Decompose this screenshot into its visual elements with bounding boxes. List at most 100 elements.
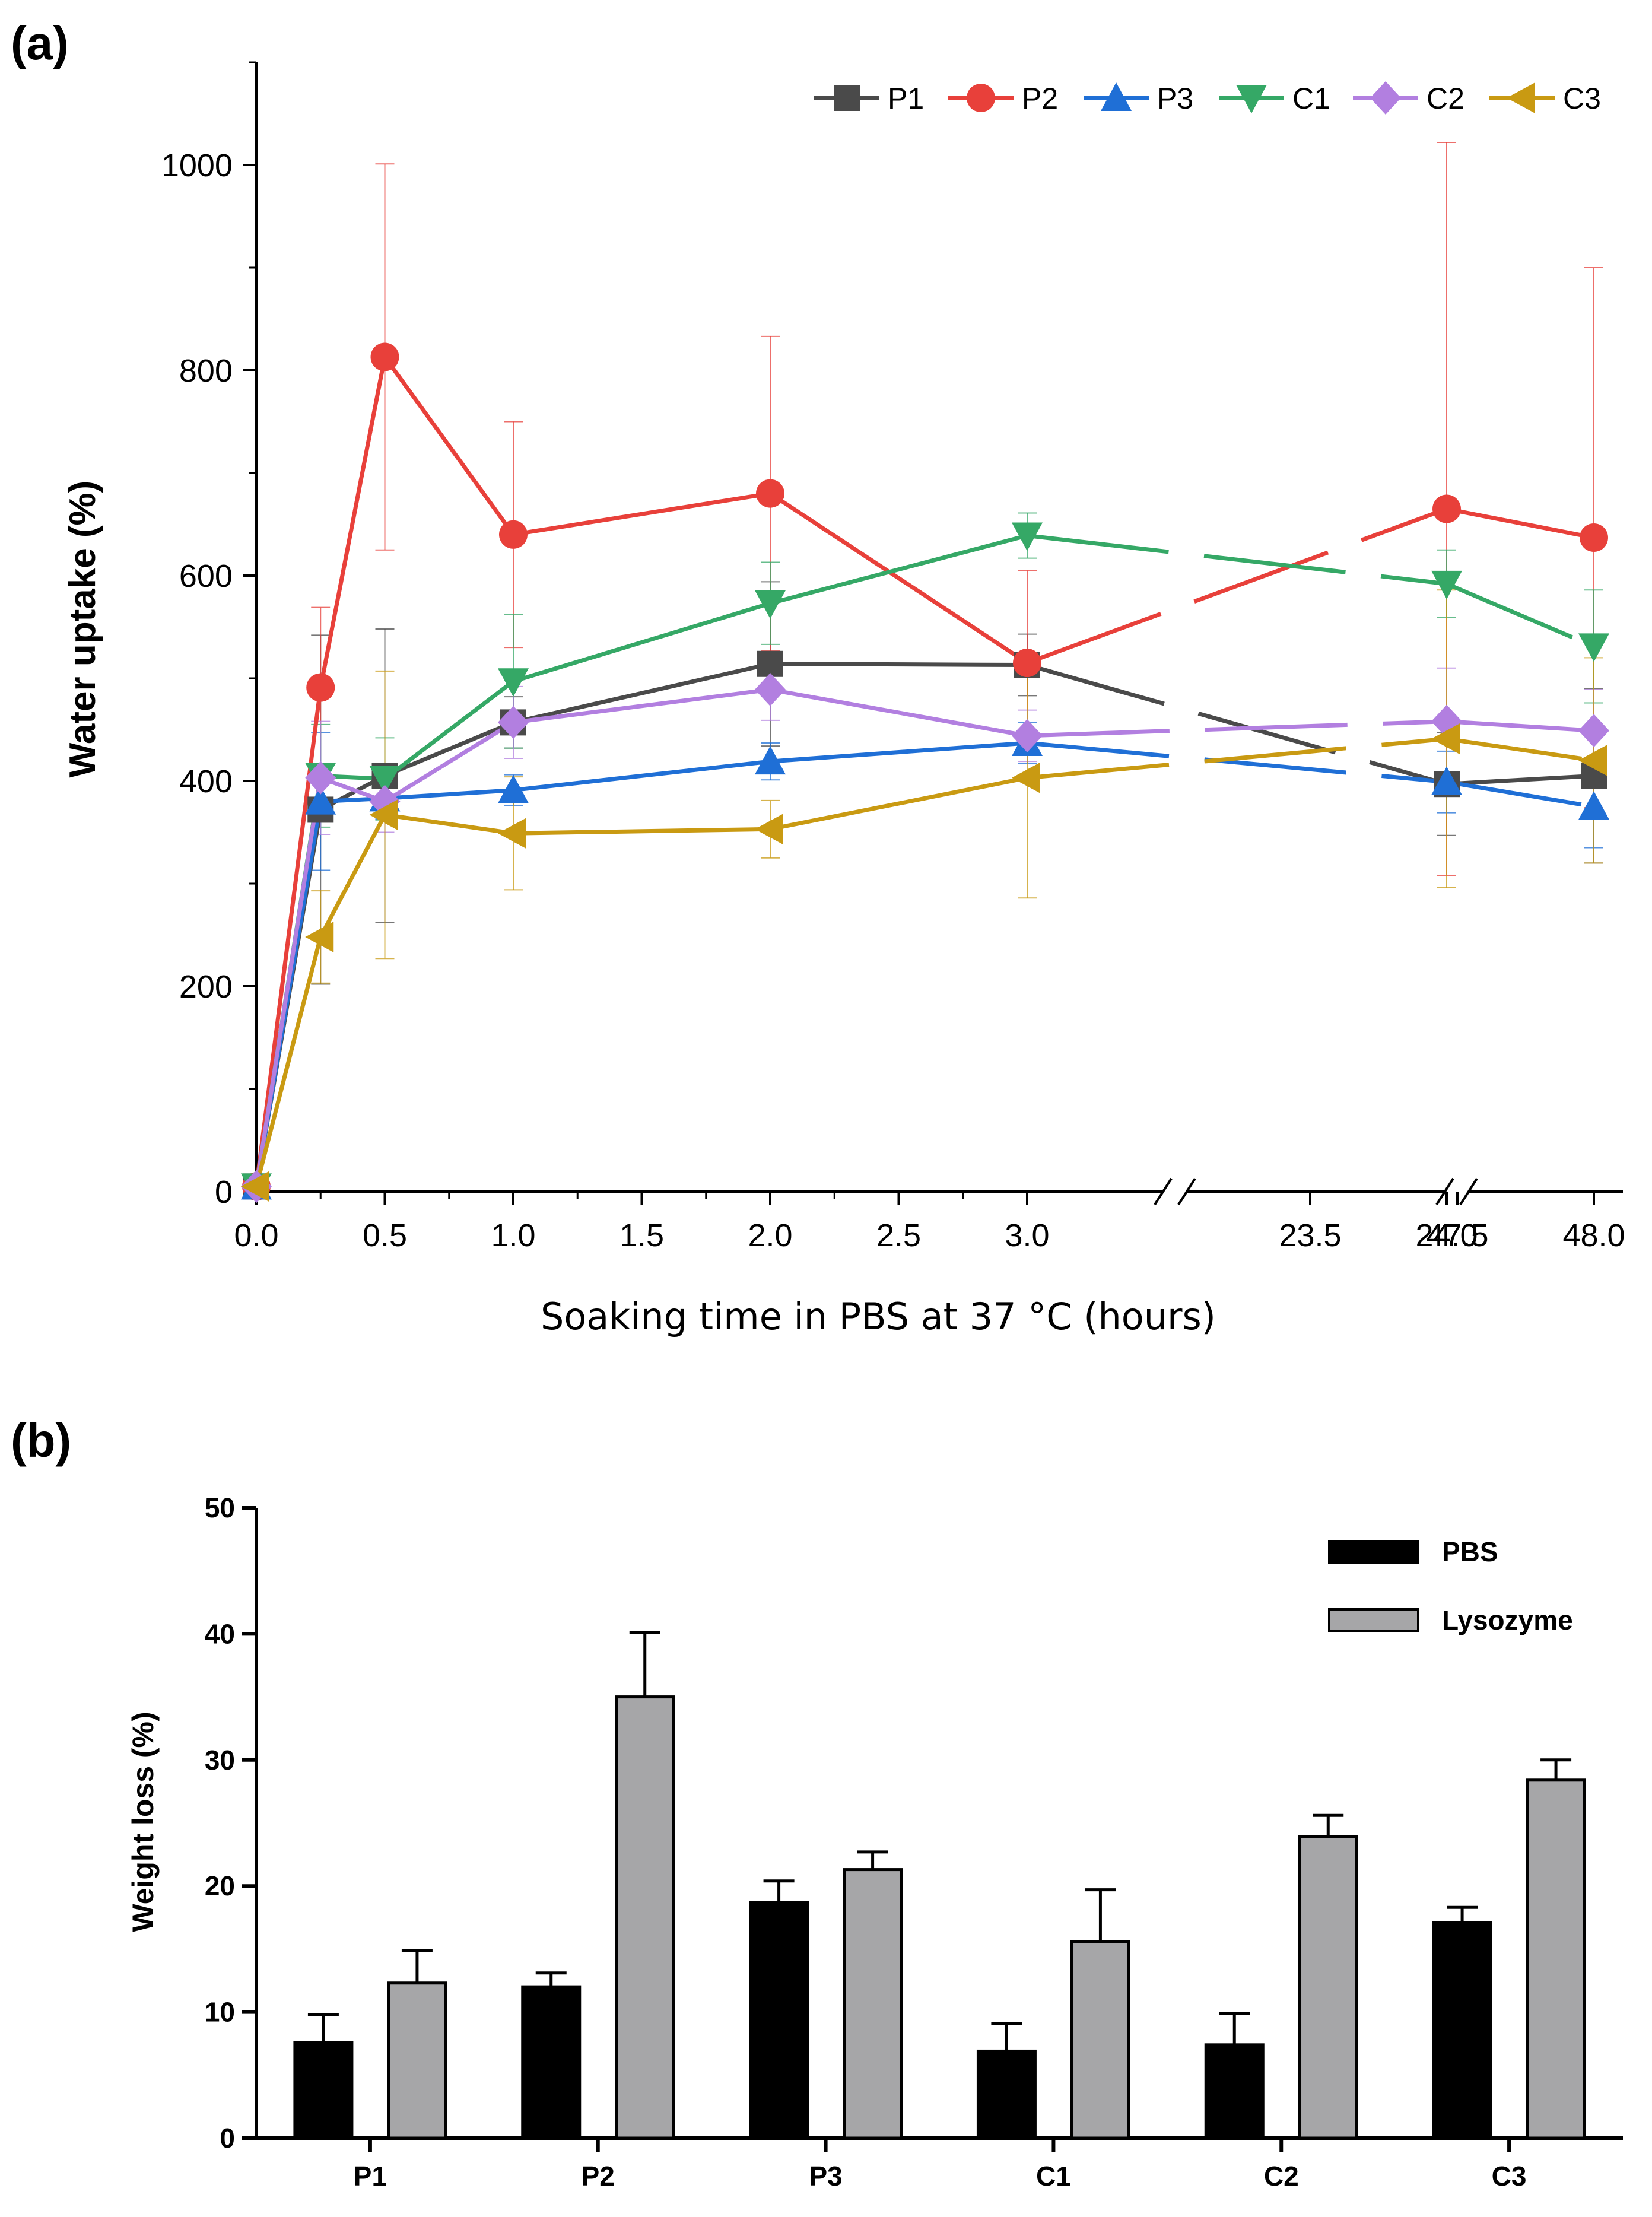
data-point-C2	[305, 761, 336, 795]
series-line-C2	[254, 687, 1028, 1187]
axis-break-mark	[1154, 1177, 1173, 1206]
data-point-C2	[1578, 714, 1609, 748]
markers-C2	[241, 673, 1609, 1203]
x-tick-label: C2	[1264, 2161, 1299, 2191]
y-tick-label: 600	[179, 558, 233, 594]
y-tick-label: 30	[205, 1745, 235, 1775]
y-tick-label: 40	[205, 1618, 235, 1649]
data-point-C3	[1578, 745, 1607, 776]
data-point-C3	[1012, 762, 1040, 793]
bar-group-C2-Lysozyme	[1298, 1813, 1358, 2140]
x-tick-label: 1.5	[620, 1218, 664, 1253]
data-point-P1	[757, 650, 783, 677]
series-line-break-segment	[1446, 507, 1594, 540]
legend-entry-P3: P3	[1084, 82, 1193, 115]
panel-a-water-uptake-chart: (a) 0 200 400 600 800 1000 0.0 0.5 1.0 1.5 2.0 2.5 3…	[11, 17, 1625, 1338]
data-point-P2	[756, 479, 784, 508]
bar-C3-Lysozyme	[1526, 1778, 1586, 2140]
y-tick-label: 800	[179, 353, 233, 389]
data-point-P2	[499, 520, 528, 549]
x-tick-label: 2.5	[876, 1218, 921, 1253]
series-line-C3	[254, 776, 1028, 1187]
panel-b-legend: PBS Lysozyme	[1328, 1536, 1573, 1635]
panel-a-label: (a)	[11, 17, 69, 69]
legend-label: P1	[888, 82, 924, 115]
data-point-C3	[305, 921, 334, 952]
bar-group-P2-Lysozyme	[615, 1631, 675, 2140]
legend-entry-P2: P2	[948, 82, 1058, 115]
data-point-C2	[755, 673, 786, 707]
y-tick-label: 200	[179, 969, 233, 1005]
series-line-break-segment	[1027, 719, 1447, 738]
series-line-break-segment	[1026, 507, 1448, 665]
series-line-break-segment	[1446, 773, 1594, 786]
data-point-C1	[1578, 633, 1609, 662]
legend-marker	[1101, 82, 1132, 111]
legend-entry-C2: C2	[1353, 81, 1464, 115]
legend-entry-P1: P1	[814, 82, 924, 115]
x-tick-label: 47.5	[1426, 1218, 1488, 1253]
panel-a-y-axis-label: Water uptake (%)	[62, 481, 103, 778]
data-point-C2	[498, 706, 529, 739]
series-line-break-segment	[1027, 736, 1447, 780]
data-point-C3	[369, 799, 398, 831]
x-tick-label: 48.0	[1562, 1218, 1625, 1253]
data-point-C1	[755, 590, 786, 619]
legend-marker	[1370, 81, 1401, 115]
legend-marker	[1236, 85, 1267, 113]
data-point-P3	[305, 786, 336, 815]
x-tick-label: 3.0	[1005, 1218, 1049, 1253]
data-point-P2	[1580, 523, 1608, 552]
y-tick-label: 0	[215, 1174, 233, 1210]
series-line-break-segment	[1446, 719, 1594, 733]
y-tick-label: 1000	[161, 148, 233, 183]
bar-group-C3-Lysozyme	[1526, 1758, 1586, 2140]
legend-marker	[834, 85, 860, 111]
y-tick-label: 400	[179, 764, 233, 799]
data-point-C3	[755, 814, 783, 845]
axis-break-mark	[1177, 1177, 1196, 1206]
x-tick-label: C3	[1492, 2161, 1527, 2191]
x-tick-label: P3	[809, 2161, 842, 2191]
bar-group-C3-PBS	[1432, 1905, 1492, 2140]
bar-group-C1-Lysozyme	[1070, 1888, 1130, 2140]
legend-label: P3	[1157, 82, 1193, 115]
series-line-break-segment	[1027, 741, 1447, 784]
axis-break-mark	[1435, 1177, 1454, 1206]
panel-a-axes: 0 200 400 600 800 1000 0.0 0.5 1.0 1.5 2.0 2.5 3.0 23…	[161, 61, 1625, 1253]
bar-P3-PBS	[749, 1901, 809, 2140]
data-point-C3	[1431, 723, 1460, 755]
data-point-P3	[498, 774, 529, 803]
legend-entry-C1: C1	[1219, 82, 1330, 115]
data-point-C1	[369, 766, 401, 795]
data-point-P2	[306, 673, 335, 702]
legend-swatch	[1328, 1608, 1419, 1632]
data-point-C1	[498, 668, 529, 697]
bar-C3-PBS	[1432, 1921, 1492, 2140]
panel-b-label: (b)	[11, 1414, 71, 1467]
bar-C2-Lysozyme	[1298, 1835, 1358, 2140]
panel-b-y-axis-label: Weight loss (%)	[126, 1711, 160, 1932]
legend-entry-Lysozyme: Lysozyme	[1328, 1605, 1573, 1635]
series-line-break-segment	[1446, 582, 1595, 649]
bar-group-C1-PBS	[976, 2022, 1037, 2140]
bar-C1-PBS	[976, 2049, 1037, 2140]
panel-a-series	[241, 141, 1609, 1203]
data-point-P3	[755, 746, 786, 775]
bar-P1-Lysozyme	[387, 1981, 447, 2140]
series-line-break-segment	[1446, 780, 1594, 809]
y-tick-label: 20	[205, 1870, 235, 1901]
x-tick-label: 2.0	[748, 1218, 792, 1253]
bar-P2-PBS	[521, 1985, 582, 2140]
x-tick-label: P2	[582, 2161, 615, 2191]
bar-P1-PBS	[293, 2041, 354, 2140]
x-tick-label: 23.5	[1279, 1218, 1341, 1253]
y-tick-label: 50	[205, 1492, 235, 1523]
data-point-P3	[1431, 766, 1462, 795]
panel-a-legend: P1 P2 P3 C1 C2 C3	[814, 81, 1601, 115]
data-point-P2	[1013, 649, 1041, 678]
bar-group-P3-Lysozyme	[843, 1850, 903, 2140]
bar-P3-Lysozyme	[843, 1868, 903, 2140]
